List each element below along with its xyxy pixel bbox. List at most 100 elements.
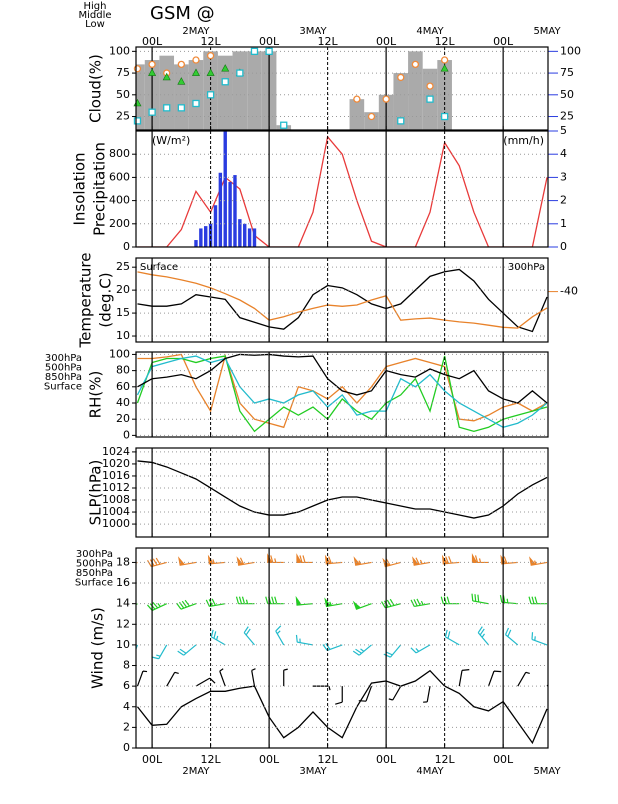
y-tick-label: 100 [109,44,130,57]
x-tick-label: 12L [435,753,456,766]
wind-barb [166,671,179,687]
wind-barb [477,626,489,646]
marker [148,60,156,69]
y2-tick-label: 3 [560,170,567,183]
bar [208,223,213,247]
bar [228,182,232,247]
y-axis-title: Wind (m/s) [89,607,107,689]
y-tick-label: 16 [116,576,130,589]
marker [163,104,171,112]
wind-barb [322,643,343,651]
panel-frame [135,257,549,343]
marker [162,72,171,81]
y-tick-label: 400 [109,194,130,207]
legend-entry: Low [85,19,105,30]
bar [393,73,409,130]
y-tick-label: 0 [123,240,130,253]
marker [192,99,200,108]
y-tick-label: 14 [116,597,130,610]
y-tick-label: 1012 [102,481,130,494]
y-tick-label: 15 [116,306,130,319]
y-axis-title: Precipitation [91,142,109,236]
x-tick-label: 00L [376,35,397,48]
line [137,353,548,429]
x-tick-label: 00L [493,753,514,766]
x-tick-label: 12L [435,35,456,48]
y-tick-label: 2 [123,720,130,733]
wind-barb [177,644,197,656]
wind-barb [335,686,343,705]
y2-tick-label: 75 [560,66,574,79]
y-tick-label: 60 [116,380,130,393]
legend-entry: 850hPa [45,372,82,383]
marker [440,112,449,121]
x-tick-label: 12L [201,753,222,766]
wind-barb [471,593,489,605]
x-tick-label: 12L [318,753,339,766]
panel-frame [135,447,549,538]
y-axis-title: SLP(hPa) [87,460,105,526]
y-tick-label: 25 [116,110,130,123]
legend-entry: Middle [78,10,111,21]
wind-barb [410,644,431,654]
wind-barb [219,668,226,687]
marker [265,47,273,55]
marker [236,69,244,77]
y2-tick-label: -40 [560,285,578,298]
panel [136,553,548,745]
marker [426,82,434,90]
y2-tick-label: 100 [560,44,581,57]
y-tick-label: 600 [109,170,130,183]
marker [353,95,361,103]
wind-barb [444,629,460,646]
marker [221,78,229,86]
bar [349,99,365,130]
marker [148,108,156,116]
panel [137,268,548,333]
wind-barb [151,644,168,660]
marker [221,64,230,72]
y-axis-title: Cloud(%) [87,54,105,123]
date-label: 2MAY [182,26,210,37]
y2-tick-label: 25 [560,110,574,123]
panel-frame [135,351,549,438]
bar [217,55,233,130]
wind-barb [176,599,197,610]
y-tick-label: 1016 [102,469,130,482]
marker [191,68,200,76]
wind-barb [243,626,255,646]
marker [192,56,200,64]
wind-barb [283,668,288,687]
wind-barb [295,595,314,606]
x-tick-label: 00L [493,35,514,48]
wind-barb [528,596,548,605]
bar [232,51,248,130]
legend-entry: Surface [140,262,178,273]
marker [133,65,142,73]
x-tick-label: 12L [201,35,222,48]
wind-barb [499,595,518,605]
wind-barb [423,686,431,703]
wind-barb [352,644,372,656]
y-tick-label: 0 [123,741,130,754]
marker [177,60,185,69]
bar [252,228,257,247]
marker [280,121,288,129]
panel-frame [135,130,549,248]
wind-barb [487,670,502,687]
wind-barb [531,632,548,646]
wind-barb [295,634,314,646]
marker [440,64,449,72]
y-tick-label: 50 [116,88,130,101]
y-tick-label: 10 [116,638,130,651]
y-tick-label: 12 [116,617,130,630]
marker [206,52,215,60]
bar [243,223,247,247]
y-tick-label: 40 [116,396,130,409]
wind-barb [358,685,373,702]
y-tick-label: 800 [109,147,130,160]
bar [174,64,189,130]
y-tick-label: 1020 [102,457,130,470]
y2-tick-label: 4 [560,147,567,160]
